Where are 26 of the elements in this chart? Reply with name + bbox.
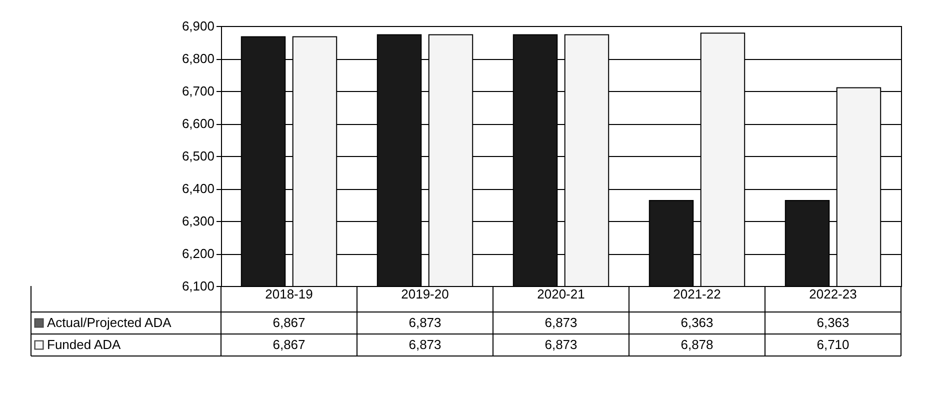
data-label: 6,363	[816, 315, 850, 330]
data-label: 6,867	[272, 337, 306, 352]
data-label: 6,873	[544, 337, 578, 352]
data-label: 6,363	[680, 315, 714, 330]
y-tick-label: 6,400	[182, 181, 214, 196]
data-label: 6,878	[680, 337, 714, 352]
y-tick-label: 6,900	[182, 18, 214, 34]
y-tick-label: 6,700	[182, 84, 214, 98]
x-tick-label: 2022-23	[809, 286, 857, 302]
data-label: 6,710	[816, 337, 850, 352]
data-label: 6,873	[544, 315, 578, 330]
legend-label: Funded ADA	[47, 337, 122, 352]
x-tick-label: 2019-20	[401, 286, 449, 302]
y-tick-label: 6,600	[182, 116, 214, 131]
x-tick-label: 2018-19	[265, 286, 313, 302]
data-label: 6,873	[408, 337, 442, 352]
data-label: 6,867	[272, 315, 306, 330]
y-tick-label: 6,200	[182, 246, 214, 261]
y-tick-label: 6,100	[182, 278, 214, 294]
y-tick-label: 6,300	[182, 214, 214, 228]
x-tick-label: 2021-22	[673, 286, 721, 302]
data-label: 6,873	[408, 315, 442, 330]
y-tick-label: 6,500	[182, 148, 214, 164]
x-tick-label: 2020-21	[537, 286, 585, 302]
legend-label: Actual/Projected ADA	[47, 315, 172, 330]
y-tick-label: 6,800	[182, 51, 214, 66]
